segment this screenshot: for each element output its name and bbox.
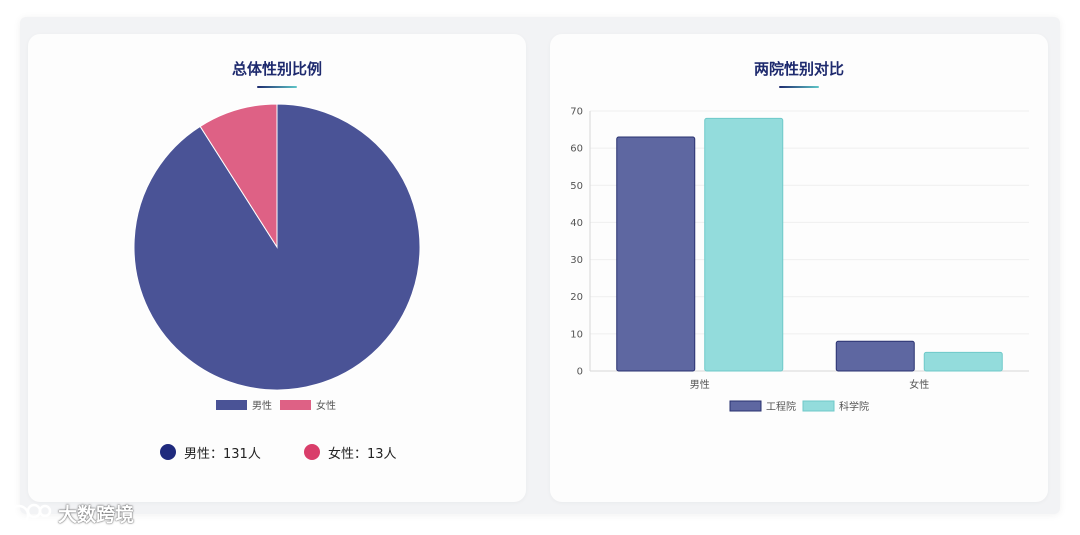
x-tick-label: 男性 (690, 378, 710, 391)
pie-legend-item[interactable]: 男性 (216, 399, 272, 412)
y-tick-label: 0 (577, 367, 583, 378)
overall-gender-card: 总体性别比例 男性 女性 男性：131人 女性：13人 (28, 34, 526, 502)
pie-legend-swatch (280, 400, 311, 410)
bar-science-0[interactable] (704, 117, 784, 372)
y-tick-label: 30 (570, 255, 583, 266)
bar-legend-item[interactable]: 工程院 (729, 400, 796, 413)
bar-legend-item[interactable]: 科学院 (802, 400, 869, 413)
pie-chart: 男性 女性 (133, 103, 421, 412)
male-summary-text: 男性：131人 (184, 446, 261, 462)
female-dot-icon (304, 444, 320, 460)
y-tick-label: 70 (570, 107, 583, 118)
male-dot-icon (160, 444, 176, 460)
bar-engineering-1[interactable] (835, 340, 915, 372)
female-summary: 女性：13人 (304, 440, 397, 464)
y-tick-label: 60 (570, 144, 583, 155)
female-summary-text: 女性：13人 (328, 446, 397, 462)
male-summary: 男性：131人 (160, 440, 261, 464)
brand-logo-icon (8, 503, 52, 525)
title-underline (779, 86, 819, 88)
y-tick-label: 40 (570, 218, 583, 229)
bar-legend-label: 科学院 (839, 400, 869, 413)
bar-legend-label: 工程院 (766, 400, 796, 413)
pie-legend-swatch (216, 400, 247, 410)
bar-engineering-0[interactable] (616, 136, 696, 372)
y-tick-label: 10 (570, 329, 583, 340)
academy-gender-title: 两院性别对比 (753, 60, 844, 78)
pie-legend-item[interactable]: 女性 (280, 399, 336, 412)
pie-slice-female[interactable] (199, 103, 278, 249)
academy-gender-card: 两院性别对比 0 10 20 30 40 50 60 70 男性 女性工程院 科学院 (550, 34, 1048, 502)
title-underline (257, 86, 297, 88)
y-tick-label: 50 (570, 181, 583, 192)
bar-science-1[interactable] (923, 351, 1003, 372)
bar-legend-swatch (729, 400, 762, 412)
pie-legend-label: 男性 (252, 399, 272, 412)
x-tick-label: 女性 (909, 378, 929, 391)
watermark-text: 大数跨境 (58, 504, 135, 526)
pie-legend-label: 女性 (316, 399, 336, 412)
watermark: 大数跨境 (8, 500, 134, 527)
overall-gender-title: 总体性别比例 (231, 60, 322, 78)
bar-legend-swatch (802, 400, 835, 412)
y-tick-label: 20 (570, 292, 583, 303)
